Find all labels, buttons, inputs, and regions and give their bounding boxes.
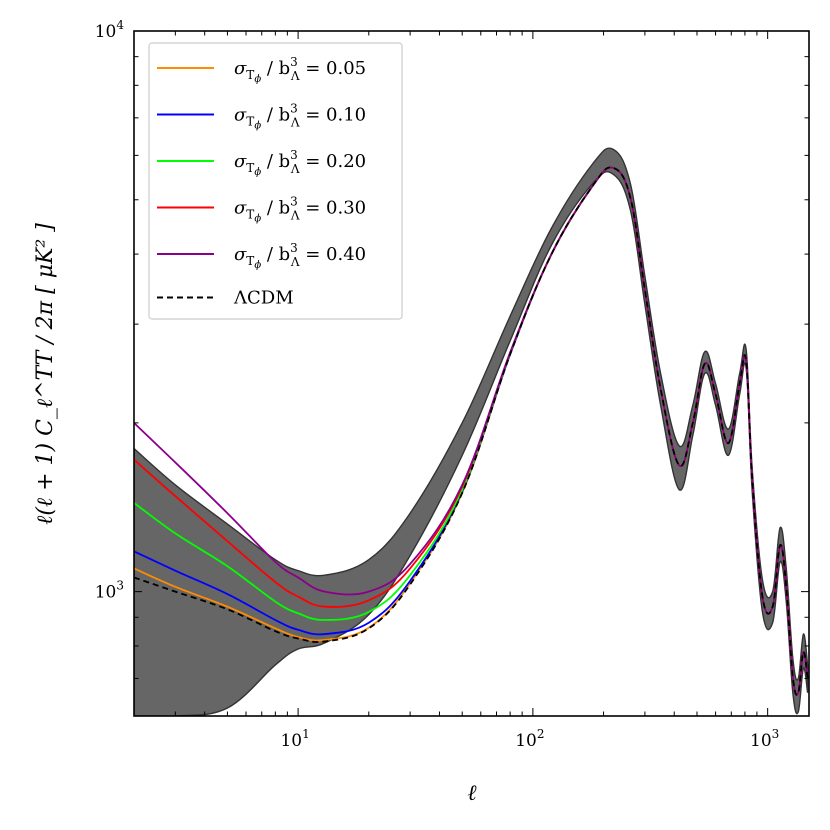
plot-frame [133, 30, 810, 717]
x-axis-label: ℓ [467, 781, 477, 806]
legend-value: 0.10 [326, 105, 366, 126]
legend-eq: = [299, 244, 326, 265]
legend-sub-phi: ϕ [254, 121, 261, 132]
legend-sub-lambda: Λ [290, 69, 300, 83]
y-tick-label-base: 10 [95, 22, 117, 42]
legend-label-LCDM: ΛCDM [233, 288, 294, 309]
legend-sup: 3 [290, 102, 298, 116]
legend-sub-phi: ϕ [254, 74, 261, 85]
y-tick-label-exp: 4 [116, 18, 124, 32]
legend-eq: = [299, 105, 326, 126]
legend-sup: 3 [290, 148, 298, 162]
legend-value: 0.05 [326, 58, 366, 79]
x-tick-label-exp: 3 [772, 727, 780, 741]
legend-sub-t: T [246, 161, 254, 175]
legend-eq: = [299, 58, 326, 79]
y-tick-label-base: 10 [95, 583, 117, 603]
legend-sup: 3 [290, 55, 298, 69]
legend-mid: / b [261, 244, 290, 265]
legend-mid: / b [261, 105, 290, 126]
legend-sub-phi: ϕ [254, 167, 261, 178]
legend-frame [148, 42, 403, 320]
y-tick-label: 104 [95, 18, 125, 42]
axis-ticks [133, 30, 809, 717]
legend-sub-t: T [246, 254, 254, 268]
series-line-LCDM [134, 166, 809, 696]
legend-eq: = [299, 151, 326, 172]
legend-label-s005: σTϕ / b3 Λ = 0.05 [234, 55, 366, 85]
legend-sub-t: T [246, 68, 254, 82]
plot-area [134, 147, 809, 716]
legend-label-s020: σTϕ / b3 Λ = 0.20 [234, 148, 366, 178]
legend-sub-lambda: Λ [290, 116, 300, 130]
x-tick-label-exp: 2 [537, 727, 545, 741]
legend-sup: 3 [290, 195, 298, 209]
legend-sub-phi: ϕ [254, 214, 261, 225]
cosmic-variance-band [134, 147, 809, 716]
x-tick-label-base: 10 [750, 731, 772, 751]
legend-label-s040: σTϕ / b3 Λ = 0.40 [234, 241, 366, 271]
legend-sigma: σ [234, 198, 247, 219]
legend-mid: / b [261, 151, 290, 172]
legend-sigma: σ [234, 105, 247, 126]
legend-mid: / b [261, 58, 290, 79]
x-tick-label: 102 [515, 727, 544, 751]
x-tick-label-exp: 1 [302, 727, 310, 741]
legend-value: 0.40 [326, 244, 366, 265]
legend-value: 0.30 [326, 198, 366, 219]
x-tick-label: 101 [280, 727, 309, 751]
y-tick-label-exp: 3 [116, 579, 124, 593]
legend-sub-lambda: Λ [290, 162, 300, 176]
x-tick-label-base: 10 [515, 731, 537, 751]
legend-sub-lambda: Λ [290, 255, 300, 269]
legend-sub-phi: ϕ [254, 260, 261, 271]
legend-value: 0.20 [326, 151, 366, 172]
legend-mid: / b [261, 198, 290, 219]
legend-sub-t: T [246, 208, 254, 222]
legend-sigma: σ [234, 151, 247, 172]
legend-sigma: σ [234, 58, 247, 79]
y-tick-label: 103 [95, 579, 124, 603]
legend-eq: = [299, 198, 326, 219]
legend-sub-t: T [246, 115, 254, 129]
legend-sup: 3 [290, 241, 298, 255]
legend-label-s030: σTϕ / b3 Λ = 0.30 [234, 195, 366, 225]
x-tick-label: 103 [750, 727, 779, 751]
legend-sigma: σ [234, 244, 247, 265]
y-axis-label: ℓ(ℓ + 1) C_ℓ^TT / 2π [ μK² ] [33, 223, 58, 525]
legend-label-s010: σTϕ / b3 Λ = 0.10 [234, 102, 366, 132]
x-tick-label-base: 10 [280, 731, 302, 751]
legend-sub-lambda: Λ [290, 209, 300, 223]
